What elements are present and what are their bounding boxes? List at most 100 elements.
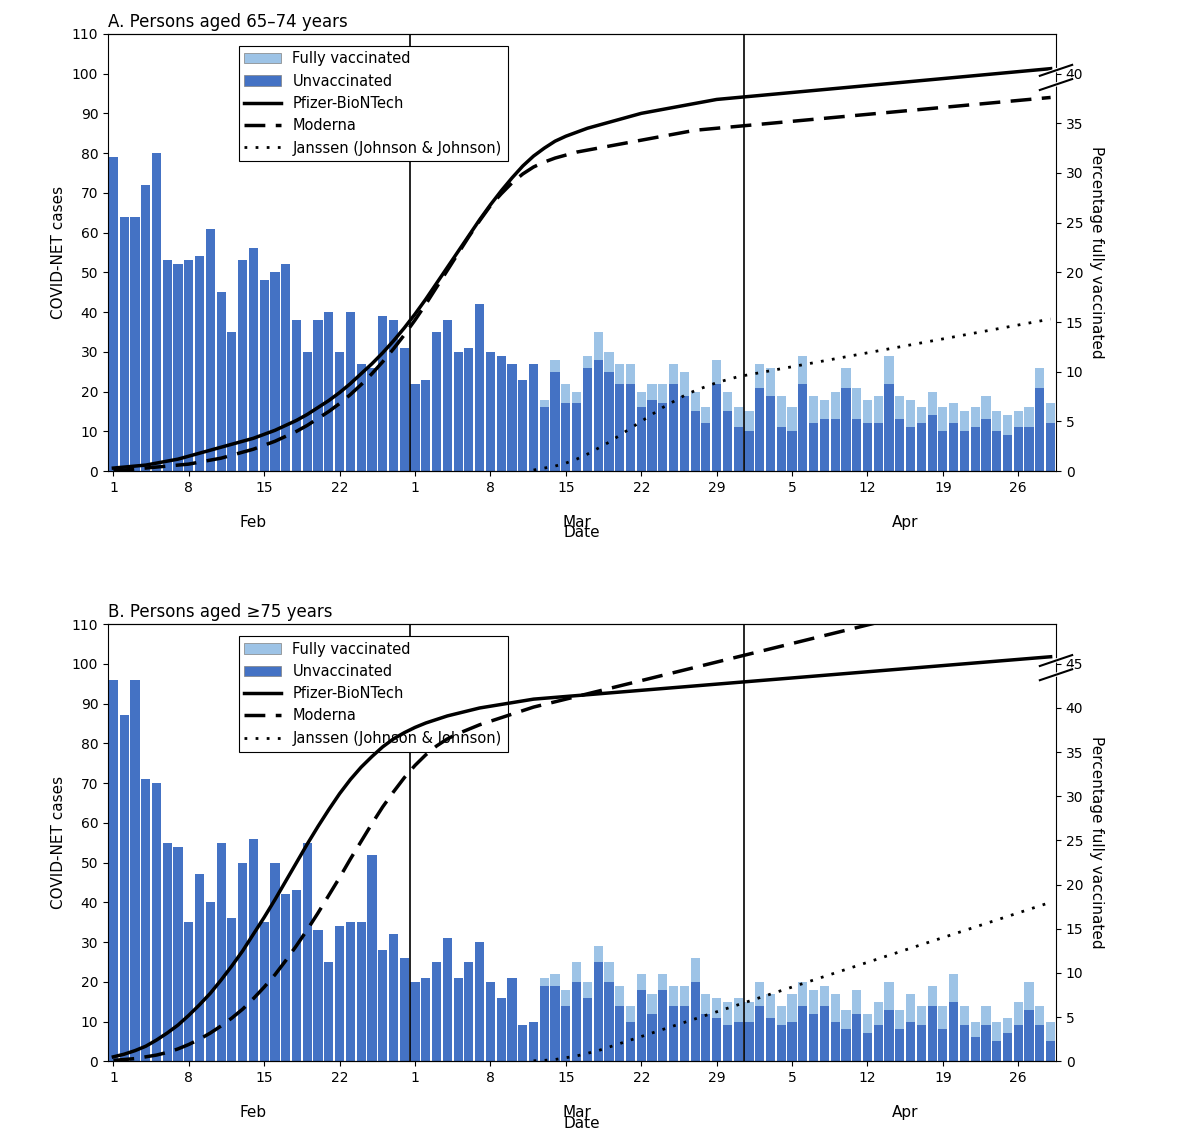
Bar — [238, 863, 247, 1061]
Bar — [464, 962, 474, 1061]
Bar — [205, 228, 215, 471]
Bar — [1003, 1017, 1012, 1033]
Bar — [562, 403, 570, 471]
Bar — [432, 332, 442, 471]
Bar — [884, 982, 894, 1009]
Bar — [637, 392, 646, 408]
Bar — [1025, 428, 1033, 471]
Bar — [830, 392, 840, 419]
Bar — [378, 316, 388, 471]
Bar — [841, 368, 851, 387]
Bar — [668, 384, 678, 471]
Bar — [830, 419, 840, 471]
Bar — [216, 842, 226, 1061]
Bar — [690, 957, 700, 982]
Bar — [572, 962, 581, 982]
Bar — [227, 918, 236, 1061]
Bar — [594, 962, 602, 1061]
Bar — [971, 1022, 979, 1038]
Bar — [583, 368, 592, 471]
Bar — [982, 395, 990, 419]
Bar — [335, 352, 344, 471]
Bar — [259, 280, 269, 471]
Bar — [551, 986, 559, 1061]
Bar — [648, 384, 656, 400]
Bar — [616, 364, 624, 384]
Bar — [884, 384, 894, 471]
Text: Apr: Apr — [892, 1105, 918, 1120]
Bar — [248, 839, 258, 1061]
Bar — [787, 431, 797, 471]
Bar — [949, 403, 959, 423]
Bar — [982, 1006, 990, 1025]
Bar — [712, 360, 721, 384]
Bar — [798, 1006, 808, 1061]
Bar — [938, 431, 948, 471]
Bar — [960, 1006, 970, 1025]
Bar — [648, 1014, 656, 1061]
Bar — [518, 379, 527, 471]
Bar — [744, 411, 754, 431]
Bar — [174, 847, 182, 1061]
Bar — [906, 428, 916, 471]
Bar — [248, 248, 258, 471]
Legend: Fully vaccinated, Unvaccinated, Pfizer-BioNTech, Moderna, Janssen (Johnson & Joh: Fully vaccinated, Unvaccinated, Pfizer-B… — [239, 636, 508, 752]
Bar — [346, 312, 355, 471]
Bar — [389, 934, 398, 1061]
Bar — [733, 1022, 743, 1061]
Text: Feb: Feb — [240, 515, 266, 530]
Bar — [722, 392, 732, 411]
Bar — [410, 982, 420, 1061]
Bar — [583, 998, 592, 1061]
Legend: Fully vaccinated, Unvaccinated, Pfizer-BioNTech, Moderna, Janssen (Johnson & Joh: Fully vaccinated, Unvaccinated, Pfizer-B… — [239, 45, 508, 161]
Bar — [690, 982, 700, 1061]
Bar — [928, 392, 937, 415]
Bar — [960, 431, 970, 471]
Bar — [583, 356, 592, 368]
Y-axis label: Percentage fully vaccinated: Percentage fully vaccinated — [1090, 146, 1104, 359]
Text: Feb: Feb — [240, 1105, 266, 1120]
Text: Mar: Mar — [562, 515, 592, 530]
Bar — [906, 994, 916, 1022]
Bar — [572, 982, 581, 1061]
Bar — [616, 986, 624, 1006]
Bar — [605, 352, 613, 371]
Bar — [722, 1025, 732, 1061]
Bar — [464, 348, 474, 471]
Bar — [152, 784, 161, 1061]
Bar — [313, 320, 323, 471]
Bar — [798, 384, 808, 471]
Bar — [722, 1001, 732, 1025]
Bar — [960, 411, 970, 431]
Bar — [1036, 1006, 1044, 1025]
Bar — [109, 680, 118, 1061]
Bar — [356, 922, 366, 1061]
Bar — [755, 1006, 764, 1061]
Bar — [1025, 408, 1033, 428]
Bar — [313, 930, 323, 1061]
Bar — [787, 994, 797, 1022]
Bar — [776, 1025, 786, 1061]
Bar — [637, 408, 646, 471]
Y-axis label: COVID-NET cases: COVID-NET cases — [52, 186, 66, 320]
Bar — [668, 986, 678, 1006]
Bar — [216, 292, 226, 471]
Bar — [679, 1006, 689, 1061]
Bar — [1036, 1025, 1044, 1061]
Bar — [594, 332, 602, 360]
Bar — [605, 962, 613, 982]
Bar — [776, 395, 786, 428]
Bar — [475, 304, 485, 471]
Bar — [292, 320, 301, 471]
Bar — [852, 1014, 862, 1061]
Bar — [356, 364, 366, 471]
Bar — [701, 408, 710, 423]
Bar — [389, 320, 398, 471]
Bar — [949, 1001, 959, 1061]
Bar — [787, 408, 797, 431]
Bar — [659, 974, 667, 990]
Bar — [540, 408, 548, 471]
Bar — [421, 978, 431, 1061]
Bar — [410, 384, 420, 471]
Bar — [787, 1022, 797, 1061]
